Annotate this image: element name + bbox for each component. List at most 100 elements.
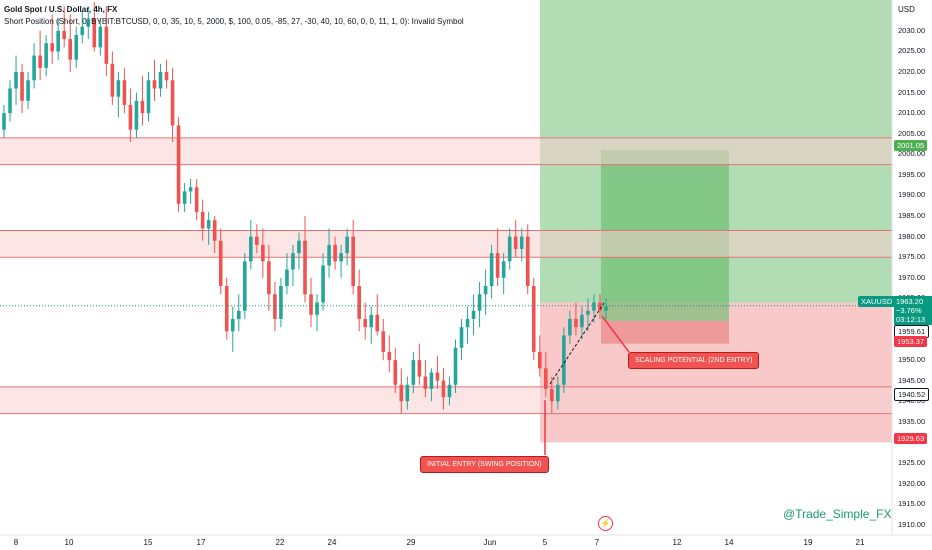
candle-body-17 — [104, 26, 109, 64]
candle-body-97 — [586, 310, 590, 315]
current-price-badge: 1963.20 −3.76% 03:12:13 — [894, 296, 932, 325]
time-tick-label: 19 — [803, 538, 813, 547]
candle-body-38 — [230, 318, 235, 332]
candle-body-23 — [140, 100, 145, 114]
candle-body-66 — [399, 384, 404, 402]
candle-body-8 — [50, 43, 54, 52]
time-tick-label: 24 — [327, 538, 337, 547]
candle-body-93 — [562, 335, 566, 385]
candle-body-92 — [556, 384, 560, 402]
time-tick-label: 17 — [196, 538, 206, 547]
candle-body-74 — [447, 384, 452, 398]
lightning-icon[interactable]: ⚡ — [598, 516, 613, 531]
candle-body-88 — [531, 286, 536, 352]
price-tick-label: 1920.00 — [898, 478, 926, 488]
candle-body-61 — [369, 314, 374, 328]
candle-body-5 — [32, 55, 36, 81]
candle-body-16 — [98, 26, 103, 48]
candle-body-29 — [176, 125, 181, 204]
candle-body-67 — [405, 384, 410, 402]
time-tick-label: 29 — [406, 538, 416, 547]
candle-body-55 — [333, 244, 337, 262]
time-tick-label: 8 — [13, 538, 19, 547]
candle-body-10 — [62, 30, 67, 40]
candle-body-1 — [8, 88, 12, 114]
candle-body-34 — [206, 220, 211, 229]
price-tick-label: 1995.00 — [898, 169, 926, 179]
time-tick-label: 10 — [64, 538, 74, 547]
candle-body-9 — [56, 30, 60, 52]
candle-body-2 — [14, 72, 18, 89]
sr-zone-0 — [0, 137, 892, 165]
price-tick-label: 2005.00 — [898, 128, 926, 138]
candle-body-75 — [453, 347, 458, 385]
candle-body-53 — [321, 265, 325, 303]
candle-body-45 — [273, 294, 277, 319]
projection-line — [549, 302, 605, 385]
candle-body-59 — [357, 286, 361, 319]
candle-body-48 — [291, 253, 295, 270]
candle-body-90 — [543, 368, 548, 389]
candle-body-91 — [550, 388, 554, 402]
time-tick-label: 14 — [724, 538, 734, 547]
candle-body-94 — [568, 318, 572, 336]
candle-body-3 — [20, 72, 24, 101]
candle-body-83 — [501, 261, 506, 278]
candle-body-40 — [242, 261, 247, 311]
candle-body-33 — [200, 211, 205, 229]
price-tick-label: 2030.00 — [898, 25, 926, 35]
candle-body-70 — [423, 376, 428, 389]
candle-body-89 — [537, 351, 542, 369]
candle-body-18 — [110, 63, 115, 97]
candle-body-95 — [574, 318, 578, 328]
candle-body-76 — [459, 327, 464, 348]
chart-title: Gold Spot / U.S. Dollar, 4h, FX — [4, 5, 118, 14]
candle-body-13 — [80, 26, 85, 35]
candle-body-77 — [465, 318, 470, 328]
candle-body-73 — [441, 380, 446, 398]
candle-body-52 — [315, 302, 319, 315]
candle-body-60 — [363, 318, 368, 328]
initial-entry-callout: INITIAL ENTRY (SWING POSITION) — [420, 456, 549, 473]
candle-body-86 — [519, 236, 524, 249]
candle-body-37 — [224, 286, 229, 332]
price-tick-label: 2020.00 — [898, 67, 926, 77]
candle-body-81 — [489, 253, 494, 287]
time-tick-label: 7 — [594, 538, 600, 547]
candle-body-36 — [218, 240, 223, 287]
level-badge-b: 1953.37 — [894, 336, 928, 347]
candle-body-100 — [604, 306, 608, 311]
candle-body-71 — [429, 372, 434, 389]
candle-body-96 — [580, 314, 584, 328]
price-tick-label: 2025.00 — [898, 46, 926, 56]
candle-body-80 — [483, 286, 488, 295]
price-tick-label: 1970.00 — [898, 272, 926, 282]
candle-body-21 — [128, 104, 133, 130]
price-tick-label: 1910.00 — [898, 519, 926, 529]
price-tick-label: 1925.00 — [898, 457, 926, 467]
price-tick-label: 2015.00 — [898, 87, 926, 97]
time-tick-label: 12 — [672, 538, 682, 547]
price-axis-unit: USD — [898, 5, 915, 14]
price-tick-label: 1985.00 — [898, 211, 926, 221]
time-tick-label: 21 — [855, 538, 865, 547]
candle-body-0 — [2, 113, 6, 130]
candle-body-64 — [387, 351, 392, 361]
candle-body-35 — [212, 220, 217, 241]
candle-body-56 — [339, 253, 343, 262]
candle-body-28 — [170, 80, 175, 126]
price-tick-label: 1915.00 — [898, 499, 926, 509]
candle-body-4 — [26, 80, 30, 101]
candle-body-63 — [381, 331, 386, 352]
candle-body-87 — [525, 236, 530, 287]
candle-body-65 — [393, 360, 398, 385]
candle-body-68 — [411, 360, 416, 385]
candle-body-58 — [351, 236, 355, 287]
candle-body-99 — [598, 302, 602, 311]
candle-body-46 — [279, 286, 283, 319]
price-change: −3.76% — [896, 306, 922, 315]
indicator-legend[interactable]: Short Position (Short, 0, BYBIT:BTCUSD, … — [4, 17, 464, 26]
symbol-badge: XAUUSD — [858, 296, 896, 307]
watermark: @Trade_Simple_FX — [783, 507, 892, 521]
